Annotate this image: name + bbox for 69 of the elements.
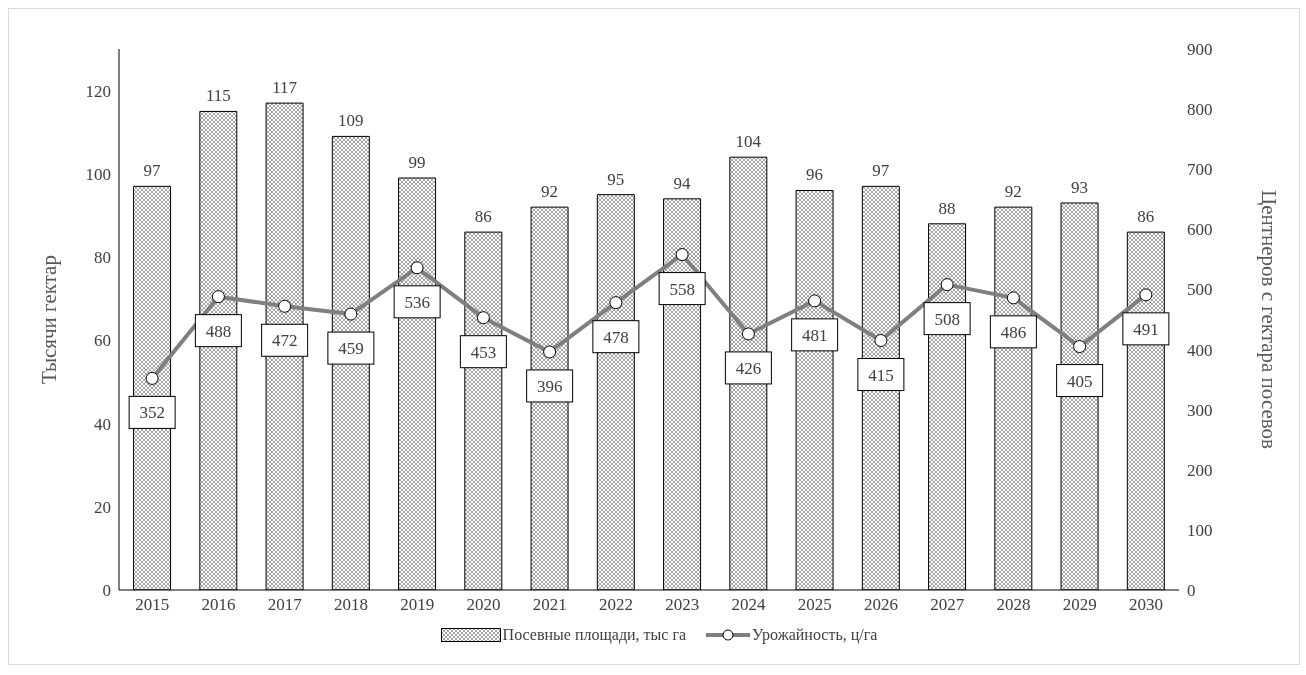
y2-tick-label: 400: [1187, 340, 1213, 360]
data-label: 415: [868, 365, 894, 385]
x-tick-label: 2018: [333, 595, 368, 615]
y2-tick-label: 100: [1187, 520, 1213, 540]
x-tick-label: 2028: [996, 595, 1031, 615]
data-label: 481: [801, 325, 828, 345]
x-tick-label: 2020: [466, 595, 501, 615]
data-label: 396: [536, 376, 563, 396]
data-label: 97: [143, 161, 162, 181]
data-label: 536: [404, 292, 430, 312]
x-tick-label: 2016: [201, 595, 236, 615]
y2-axis-title: Центнеров с гектара посевов: [1256, 190, 1281, 450]
data-label: 558: [669, 279, 695, 299]
x-tick-label: 2017: [267, 595, 303, 615]
data-label: 426: [735, 358, 762, 378]
x-tick-label: 2024: [731, 595, 766, 615]
data-label: 99: [408, 153, 426, 173]
data-label: 109: [338, 111, 364, 131]
x-tick-label: 2015: [135, 595, 170, 615]
data-label: 96: [806, 165, 824, 185]
data-label: 97: [872, 161, 890, 181]
data-label: 92: [541, 182, 559, 202]
x-tick-label: 2019: [400, 595, 435, 615]
data-label: 88: [938, 198, 956, 218]
x-tick-label: 2030: [1128, 595, 1163, 615]
y-tick-label: 120: [85, 81, 111, 101]
data-label: 453: [470, 342, 497, 362]
y-tick-label: 100: [85, 164, 111, 184]
data-label: 508: [934, 309, 960, 329]
data-label: 92: [1004, 182, 1022, 202]
data-label: 104: [735, 132, 762, 152]
data-label: 93: [1071, 177, 1089, 197]
y2-tick-label: 0: [1187, 581, 1196, 601]
y2-tick-label: 800: [1187, 100, 1213, 120]
x-tick-label: 2023: [665, 595, 700, 615]
y2-tick-label: 300: [1187, 400, 1213, 420]
y2-tick-label: 700: [1187, 160, 1213, 180]
y2-tick-label: 200: [1187, 460, 1213, 480]
x-tick-label: 2027: [930, 595, 965, 615]
data-label: 115: [205, 86, 231, 106]
y-tick-label: 20: [94, 497, 111, 517]
data-label: 478: [603, 327, 629, 347]
legend-label: Урожайность, ц/га: [752, 626, 878, 644]
data-label: 488: [205, 321, 232, 341]
data-label: 94: [673, 173, 692, 193]
data-label: 459: [338, 339, 364, 359]
y2-tick-label: 500: [1187, 280, 1213, 300]
data-label: 405: [1066, 371, 1093, 391]
data-label: 491: [1133, 319, 1159, 339]
y2-tick-label: 600: [1187, 220, 1213, 240]
data-label: 95: [607, 169, 625, 189]
y-tick-label: 60: [94, 331, 111, 351]
data-label: 486: [1000, 322, 1027, 342]
y-tick-label: 0: [102, 581, 111, 601]
x-tick-label: 2021: [532, 595, 567, 615]
y2-tick-label: 900: [1187, 40, 1213, 60]
x-tick-label: 2026: [863, 595, 898, 615]
x-tick-label: 2025: [797, 595, 832, 615]
y-tick-label: 40: [94, 414, 111, 434]
x-tick-label: 2022: [598, 595, 633, 615]
data-label: 352: [139, 403, 165, 423]
legend-label: Посевные площади, тыс га: [502, 626, 687, 644]
data-label: 117: [272, 78, 298, 98]
x-tick-label: 2029: [1062, 595, 1097, 615]
data-label: 86: [1137, 207, 1155, 227]
data-label: 86: [474, 207, 492, 227]
y-axis-title: Тысячи гектар: [37, 255, 62, 384]
data-label: 472: [271, 331, 298, 351]
y-tick-label: 80: [94, 248, 111, 268]
